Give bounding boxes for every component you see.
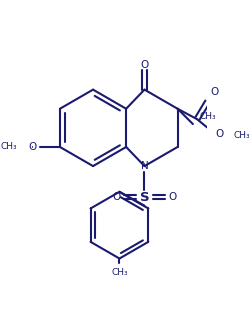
Text: S: S: [140, 191, 149, 204]
Text: O: O: [29, 142, 37, 152]
Text: O: O: [215, 129, 223, 139]
Text: CH₃: CH₃: [233, 131, 250, 140]
Text: CH₃: CH₃: [200, 112, 216, 121]
Text: O: O: [210, 87, 218, 97]
Text: O: O: [168, 192, 176, 202]
Text: CH₃: CH₃: [1, 142, 18, 152]
Text: O: O: [140, 60, 149, 70]
Text: N: N: [141, 161, 149, 171]
Text: O: O: [113, 192, 121, 202]
Text: CH₃: CH₃: [111, 268, 128, 277]
